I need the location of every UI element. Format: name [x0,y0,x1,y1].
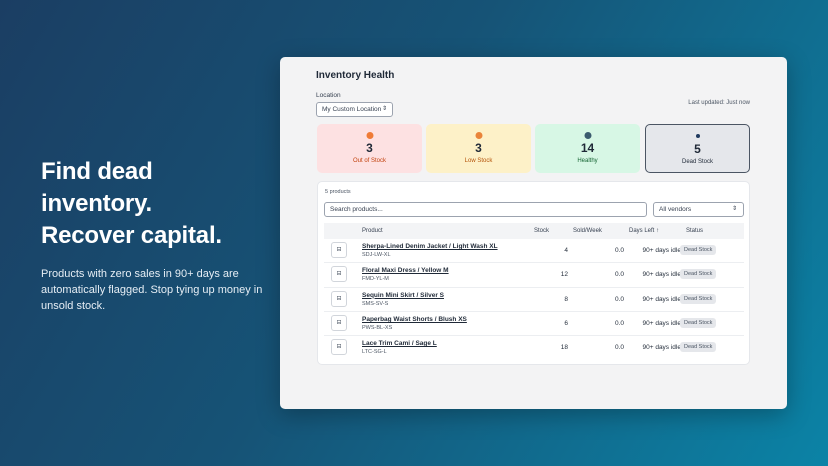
table-row[interactable]: ⊟ Paperbag Waist Shorts / Blush XS PWS-B… [324,312,744,337]
column-days-left[interactable]: Days Left ↑ [629,228,659,234]
product-name-link[interactable]: Sherpa-Lined Denim Jacket / Light Wash X… [362,243,498,250]
product-name-link[interactable]: Lace Trim Cami / Sage L [362,340,437,348]
product-name-link[interactable]: Sequin Mini Skirt / Silver S [362,291,444,299]
table-row[interactable]: ⊟ Sherpa-Lined Denim Jacket / Light Wash… [324,239,744,264]
vendor-filter-select[interactable]: All vendors ⇕ [653,202,744,217]
status-badge: Dead Stock [680,269,717,280]
product-stock: 12 [560,271,568,279]
column-stock[interactable]: Stock [534,228,550,234]
location-label: Location [316,92,341,99]
last-updated: Last updated: Just now [688,100,750,106]
hero-headline-line-1: Find dead [41,158,153,185]
product-sku: SDJ-LW-XL [362,252,391,258]
card-label: Out of Stock [352,158,386,164]
product-days-left: 90+ days idle [642,319,682,327]
table-row[interactable]: ⊟ Sequin Mini Skirt / Silver S SMS-SV-S … [324,288,744,312]
product-count: 5 products [325,189,351,195]
table-header: Product Stock Sold/Week Days Left ↑ Stat… [324,223,744,239]
product-name-link[interactable]: Floral Maxi Dress / Yellow M [362,267,449,275]
product-sku: PWS-BL-XS [362,324,393,331]
image-placeholder-icon: ⊟ [331,314,347,331]
product-days-left: 90+ days idle [642,247,682,254]
product-sold-week: 0.0 [614,247,624,254]
healthy-dot-icon [584,132,591,139]
location-select[interactable]: My Custom Location ⇕ [316,102,393,117]
image-placeholder-icon: ⊟ [331,290,347,307]
chevron-up-down-icon: ⇕ [381,106,387,112]
image-placeholder-icon: ⊟ [331,339,347,356]
product-stock: 8 [564,295,568,303]
chevron-up-down-icon: ⇕ [731,206,737,212]
product-sold-week: 0.0 [614,271,624,279]
location-select-value: My Custom Location [322,106,382,113]
app-window: Inventory Health Location My Custom Loca… [280,57,787,409]
product-days-left: 90+ days idle [642,271,682,279]
product-sku: SMS-SV-S [362,300,389,307]
image-placeholder-icon: ⊟ [331,266,347,283]
status-badge: Dead Stock [680,293,717,304]
column-product[interactable]: Product [362,228,383,234]
status-badge: Dead Stock [680,342,717,353]
page-title: Inventory Health [316,70,395,81]
out-of-stock-dot-icon [366,132,373,139]
table-body: ⊟ Sherpa-Lined Denim Jacket / Light Wash… [324,239,744,360]
hero-headline-line-3: Recover capital. [41,222,222,249]
card-label: Low Stock [464,158,493,164]
card-dead-stock[interactable]: 5 Dead Stock [645,124,750,173]
sort-arrow-icon: ↑ [656,228,660,234]
column-status[interactable]: Status [686,228,704,234]
products-panel: 5 products All vendors ⇕ Product Stock S… [317,181,750,365]
product-days-left: 90+ days idle [642,344,682,352]
card-out-of-stock[interactable]: 3 Out of Stock [317,124,422,173]
search-input[interactable] [324,202,647,217]
image-placeholder-icon: ⊟ [331,242,347,258]
status-badge: Dead Stock [680,317,717,328]
card-value: 3 [366,141,373,155]
card-low-stock[interactable]: 3 Low Stock [426,124,531,173]
status-badge: Dead Stock [680,245,717,255]
card-value: 5 [694,142,701,156]
product-stock: 18 [560,344,568,352]
hero-headline: Find dead inventory. Recover capital. [41,156,271,252]
product-sold-week: 0.0 [614,295,624,303]
hero-body: Products with zero sales in 90+ days are… [41,268,263,312]
column-sold-week[interactable]: Sold/Week [573,228,602,234]
column-days-left-label: Days Left [629,228,655,234]
hero-section: Find dead inventory. Recover capital. Pr… [41,156,271,314]
summary-cards: 3 Out of Stock 3 Low Stock 14 Healthy 5 … [317,124,750,173]
product-days-left: 90+ days idle [642,295,682,303]
low-stock-dot-icon [475,132,482,139]
card-value: 14 [580,141,595,155]
product-sold-week: 0.0 [614,319,624,327]
hero-headline-line-2: inventory. [41,190,152,217]
card-label: Healthy [577,158,598,164]
product-stock: 6 [564,319,568,327]
card-value: 3 [475,141,482,155]
product-sku: LTC-SG-L [362,349,387,356]
vendor-filter-value: All vendors [659,206,692,213]
card-healthy[interactable]: 14 Healthy [535,124,640,173]
table-row[interactable]: ⊟ Floral Maxi Dress / Yellow M FMD-YL-M … [324,263,744,288]
product-sold-week: 0.0 [614,344,624,352]
table-row[interactable]: ⊟ Lace Trim Cami / Sage L LTC-SG-L 18 0.… [324,336,744,360]
product-stock: 4 [564,247,568,254]
card-label: Dead Stock [681,159,714,165]
product-sku: FMD-YL-M [362,276,389,283]
product-name-link[interactable]: Paperbag Waist Shorts / Blush XS [362,315,467,323]
dead-stock-dot-icon [695,134,700,138]
